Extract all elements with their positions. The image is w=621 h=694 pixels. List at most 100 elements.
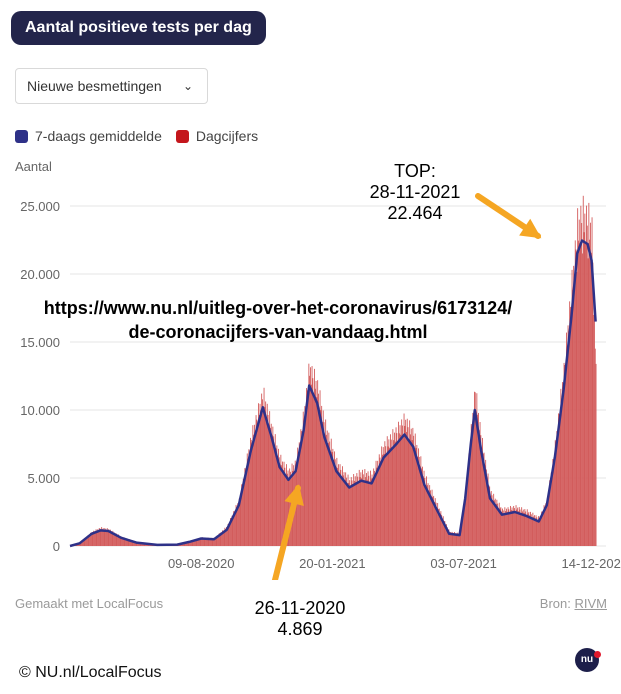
daily-bar — [526, 515, 527, 546]
daily-bar — [386, 455, 387, 546]
y-tick-label: 5.000 — [27, 471, 60, 486]
daily-bar — [564, 364, 566, 546]
daily-bar — [238, 505, 239, 546]
daily-bar — [130, 540, 132, 546]
daily-bar — [439, 513, 441, 546]
daily-bar — [315, 380, 317, 546]
daily-bar — [474, 391, 475, 546]
daily-bar — [554, 462, 555, 546]
daily-bar — [198, 538, 200, 546]
daily-bar — [389, 447, 391, 546]
daily-bar — [110, 529, 111, 546]
daily-bar — [538, 519, 540, 546]
daily-bar — [198, 538, 199, 546]
daily-bar — [338, 464, 339, 546]
daily-bar — [403, 413, 405, 546]
daily-bar — [348, 482, 350, 546]
daily-bar — [416, 444, 418, 546]
legend-item-avg[interactable]: 7-daags gemiddelde — [15, 128, 162, 144]
daily-bar — [318, 412, 320, 546]
dropdown-value: Nieuwe besmettingen — [27, 78, 162, 94]
daily-bar — [553, 458, 555, 546]
daily-bar — [258, 403, 259, 546]
daily-bar — [587, 258, 589, 546]
daily-bar — [489, 486, 491, 546]
daily-bar — [136, 542, 138, 546]
daily-bar — [378, 466, 379, 546]
daily-bar — [559, 421, 561, 546]
daily-bar — [98, 530, 99, 546]
daily-bar — [366, 473, 367, 546]
daily-bar — [590, 222, 591, 546]
daily-bar — [326, 434, 327, 546]
daily-bar — [496, 499, 498, 546]
daily-bar — [245, 468, 247, 546]
daily-bar — [566, 332, 567, 546]
daily-bar — [113, 532, 115, 546]
daily-bar — [209, 538, 211, 546]
daily-bar — [323, 422, 325, 546]
daily-bar — [354, 480, 355, 546]
url-overlay: https://www.nu.nl/uitleg-over-het-corona… — [18, 296, 538, 344]
daily-bar — [83, 539, 85, 546]
daily-bar — [244, 468, 246, 546]
daily-bar — [195, 540, 197, 546]
daily-bar — [86, 537, 88, 546]
daily-bar — [102, 529, 103, 546]
daily-bar — [248, 449, 250, 546]
daily-bar — [242, 478, 244, 546]
daily-bar — [117, 535, 119, 546]
daily-bar — [511, 507, 513, 546]
daily-bar — [258, 414, 260, 546]
daily-bar — [358, 483, 359, 546]
source-prefix: Bron: — [539, 596, 571, 611]
metric-dropdown[interactable]: Nieuwe besmettingen ⌄ — [15, 68, 208, 104]
daily-bar — [116, 534, 118, 546]
daily-bar — [458, 534, 460, 546]
daily-bar — [230, 519, 232, 546]
daily-bar — [233, 511, 235, 546]
daily-bar — [562, 390, 564, 546]
daily-bar — [118, 534, 119, 546]
made-with-text: Gemaakt met LocalFocus — [15, 596, 164, 611]
daily-bar — [109, 531, 111, 546]
source-link[interactable]: RIVM — [574, 596, 608, 611]
daily-bar — [422, 476, 424, 546]
daily-bar — [193, 540, 195, 546]
daily-bar — [506, 508, 507, 546]
legend-item-daily[interactable]: Dagcijfers — [175, 128, 258, 144]
legend-label-avg: 7-daags gemiddelde — [35, 128, 162, 144]
daily-bar — [398, 433, 400, 546]
nu-logo-text: nu — [580, 654, 594, 665]
daily-bar — [371, 474, 373, 546]
daily-bar — [405, 419, 407, 546]
daily-bar — [190, 541, 191, 546]
url-line-1: https://www.nu.nl/uitleg-over-het-corona… — [43, 298, 513, 318]
daily-bar — [501, 511, 503, 546]
daily-bar — [454, 531, 455, 546]
daily-bar — [204, 538, 206, 546]
daily-bar — [368, 475, 370, 546]
daily-bar — [410, 428, 412, 546]
daily-bar — [306, 390, 308, 546]
daily-bar — [400, 434, 402, 546]
daily-bar — [510, 509, 512, 546]
daily-bar — [484, 465, 486, 546]
daily-bar — [344, 479, 346, 546]
daily-bar — [411, 440, 413, 546]
daily-bar — [366, 479, 368, 546]
daily-bar — [458, 533, 459, 546]
daily-bar — [413, 435, 415, 546]
copyright-text: © NU.nl/LocalFocus — [19, 664, 162, 681]
daily-bar — [374, 470, 375, 546]
daily-bar — [99, 528, 101, 546]
daily-bar — [474, 392, 476, 546]
daily-bar — [287, 470, 289, 546]
daily-bar — [270, 427, 271, 546]
daily-bar — [502, 508, 503, 546]
daily-bar — [475, 413, 477, 546]
daily-bar — [483, 452, 485, 546]
daily-bar — [216, 535, 218, 546]
daily-bar — [469, 450, 471, 546]
daily-bar — [530, 514, 532, 546]
